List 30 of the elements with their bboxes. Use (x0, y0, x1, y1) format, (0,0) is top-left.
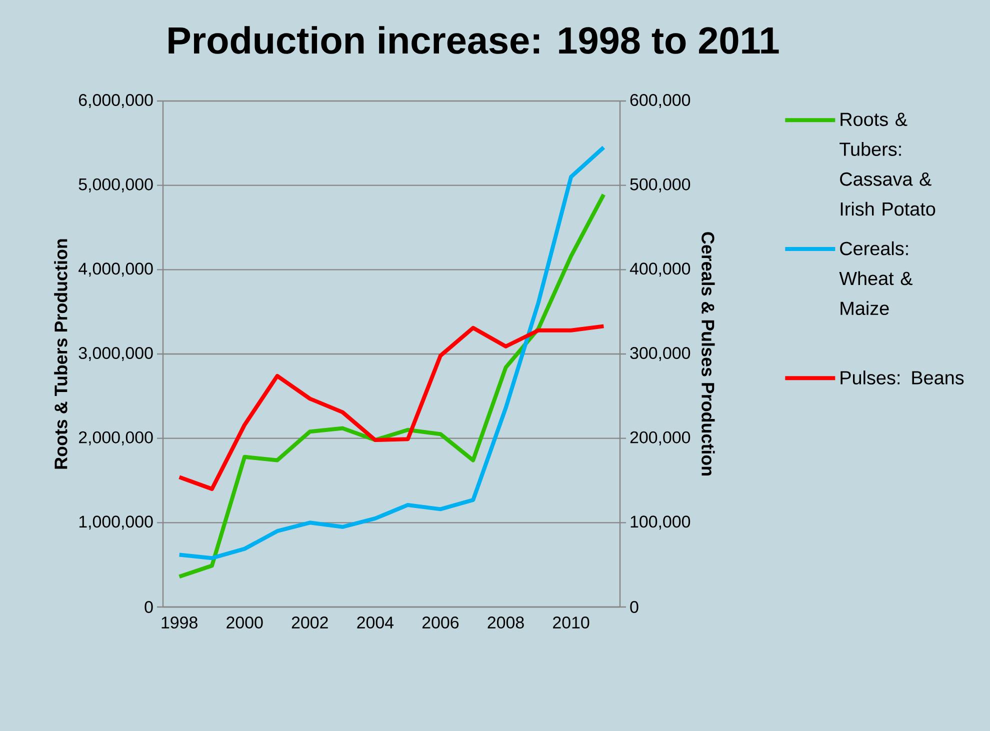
y2-tick-label: 500,000 (630, 178, 690, 192)
y2-tick-label: 400,000 (630, 262, 690, 277)
x-tick-label: 2000 (226, 616, 263, 629)
y-tick-label: 3,000,000 (78, 347, 153, 361)
y-tick-label: 0 (144, 601, 153, 613)
legend-label: Cereals: Wheat & Maize (839, 241, 912, 316)
chart-title: Production increase: 1998 to 2011 (168, 26, 779, 54)
x-tick-label: 2008 (488, 616, 524, 629)
x-tick-label: 2006 (422, 616, 459, 629)
y-tick-label: 5,000,000 (78, 178, 153, 192)
y2-tick-label: 200,000 (630, 431, 690, 446)
y2-tick-label: 600,000 (630, 94, 690, 108)
y-tick-label: 6,000,000 (78, 94, 153, 108)
y2-tick-label: 300,000 (630, 347, 690, 361)
y-tick-label: 2,000,000 (78, 431, 153, 446)
y-tick-label: 4,000,000 (78, 262, 153, 277)
line-series (177, 324, 606, 491)
legend-label: Pulses: Beans (840, 370, 964, 384)
x-tick-label: 2002 (292, 616, 328, 629)
x-tick-label: 1998 (162, 616, 198, 629)
y2-tick-label: 100,000 (630, 516, 690, 530)
y-tick-label: 1,000,000 (79, 516, 153, 530)
y2-tick-label: 0 (630, 601, 638, 613)
x-tick-label: 2010 (553, 616, 590, 629)
line-series (177, 145, 606, 560)
line-series (177, 192, 606, 579)
y2-axis-title: Cereals & Pulses Production (702, 232, 715, 476)
x-tick-label: 2004 (357, 616, 394, 629)
y-axis-title: Roots & Tubers Production (54, 239, 68, 469)
legend-label: Roots & Tubers: Cassava & Irish Potato (840, 112, 936, 216)
